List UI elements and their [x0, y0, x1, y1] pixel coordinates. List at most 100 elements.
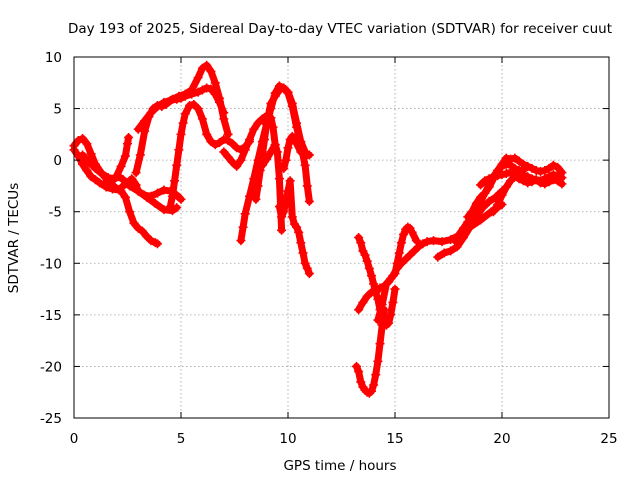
data-point-marker	[362, 256, 372, 266]
data-point-marker	[300, 151, 310, 161]
data-point-marker	[356, 238, 366, 248]
data-point-marker	[131, 168, 141, 178]
data-point-marker	[409, 246, 419, 256]
data-point-marker	[150, 198, 160, 208]
data-point-marker	[287, 212, 297, 222]
data-point-marker	[283, 143, 293, 153]
data-point-marker	[193, 73, 203, 83]
data-point-marker	[458, 223, 468, 233]
y-tick-labels: -25 -20 -15 -10 -5 0 5 10	[40, 50, 62, 427]
data-point-marker	[439, 248, 449, 258]
data-point-marker	[110, 174, 120, 184]
data-point-marker	[270, 91, 280, 101]
y-tick-label: -20	[40, 359, 62, 375]
y-tick-label: -25	[40, 411, 62, 427]
data-point-marker	[277, 225, 287, 235]
data-point-marker	[219, 135, 229, 145]
data-point-marker	[270, 140, 280, 150]
data-point-marker	[510, 163, 520, 173]
data-point-marker	[281, 155, 291, 165]
data-point-marker	[386, 274, 396, 284]
data-point-marker	[174, 145, 184, 155]
data-point-marker	[484, 196, 494, 206]
data-point-marker	[390, 284, 400, 294]
data-point-marker	[142, 192, 152, 202]
data-point-marker	[394, 248, 404, 258]
data-point-marker	[219, 147, 229, 157]
data-point-marker	[259, 135, 269, 145]
data-point-marker	[304, 269, 314, 279]
data-point-marker	[146, 236, 156, 246]
data-point-marker	[236, 236, 246, 246]
x-axis-label: GPS time / hours	[283, 458, 396, 474]
data-point-marker	[407, 227, 417, 237]
data-point-marker	[304, 150, 314, 160]
data-point-marker	[253, 181, 263, 191]
data-point-marker	[484, 180, 494, 190]
data-point-marker	[354, 367, 364, 377]
data-point-marker	[232, 161, 242, 171]
data-point-marker	[133, 186, 143, 196]
data-point-marker	[540, 165, 550, 175]
data-point-marker	[292, 122, 302, 132]
data-point-marker	[381, 279, 391, 289]
data-point-marker	[78, 159, 88, 169]
data-point-marker	[373, 356, 383, 366]
data-point-marker	[180, 109, 190, 119]
axis-ticks	[73, 56, 610, 419]
data-point-marker	[536, 166, 546, 176]
data-point-marker	[210, 78, 220, 88]
data-point-marker	[118, 175, 128, 185]
data-point-marker	[257, 150, 267, 160]
x-tick-labels: 0 5 10 15 20 25	[70, 431, 618, 447]
data-point-marker	[152, 102, 162, 112]
data-point-marker	[476, 196, 486, 206]
data-point-marker	[356, 377, 366, 387]
x-tick-label: 5	[177, 431, 186, 447]
data-point-marker	[78, 133, 88, 143]
y-axis-label: SDTVAR / TECUs	[6, 183, 22, 293]
data-point-marker	[446, 246, 456, 256]
data-series-group	[69, 60, 567, 398]
data-point-marker	[202, 129, 212, 139]
data-point-marker	[351, 361, 361, 371]
data-point-marker	[523, 161, 533, 171]
y-tick-label: 0	[53, 153, 62, 169]
data-point-marker	[125, 207, 135, 217]
data-point-marker	[369, 380, 379, 390]
data-point-marker	[523, 178, 533, 188]
data-point-marker	[159, 185, 169, 195]
data-point-marker	[375, 339, 385, 349]
data-point-marker	[366, 386, 376, 396]
data-point-marker	[103, 182, 113, 192]
data-point-marker	[373, 315, 383, 325]
data-point-marker	[185, 100, 195, 110]
data-point-marker	[159, 97, 169, 107]
data-point-marker	[401, 224, 411, 234]
data-point-marker	[358, 297, 368, 307]
data-point-marker	[405, 223, 415, 233]
data-point-marker	[152, 188, 162, 198]
data-point-marker	[255, 165, 265, 175]
data-point-marker	[124, 132, 134, 142]
data-point-marker	[197, 114, 207, 124]
data-point-marker	[501, 169, 511, 179]
data-point-marker	[266, 98, 276, 108]
data-point-marker	[411, 236, 421, 246]
data-point-marker	[140, 126, 150, 136]
data-point-marker	[73, 136, 83, 146]
data-point-marker	[240, 209, 250, 219]
data-point-marker	[364, 263, 374, 273]
data-point-marker	[82, 165, 92, 175]
data-point-marker	[210, 140, 220, 150]
data-point-marker	[405, 250, 415, 260]
data-point-marker	[167, 191, 177, 201]
data-point-marker	[544, 177, 554, 187]
data-point-marker	[172, 94, 182, 104]
y-tick-label: -5	[49, 205, 62, 221]
data-point-marker	[531, 165, 541, 175]
x-tick-label: 10	[279, 431, 296, 447]
data-point-marker	[176, 93, 186, 103]
data-point-marker	[399, 229, 409, 239]
data-point-marker	[86, 149, 96, 159]
